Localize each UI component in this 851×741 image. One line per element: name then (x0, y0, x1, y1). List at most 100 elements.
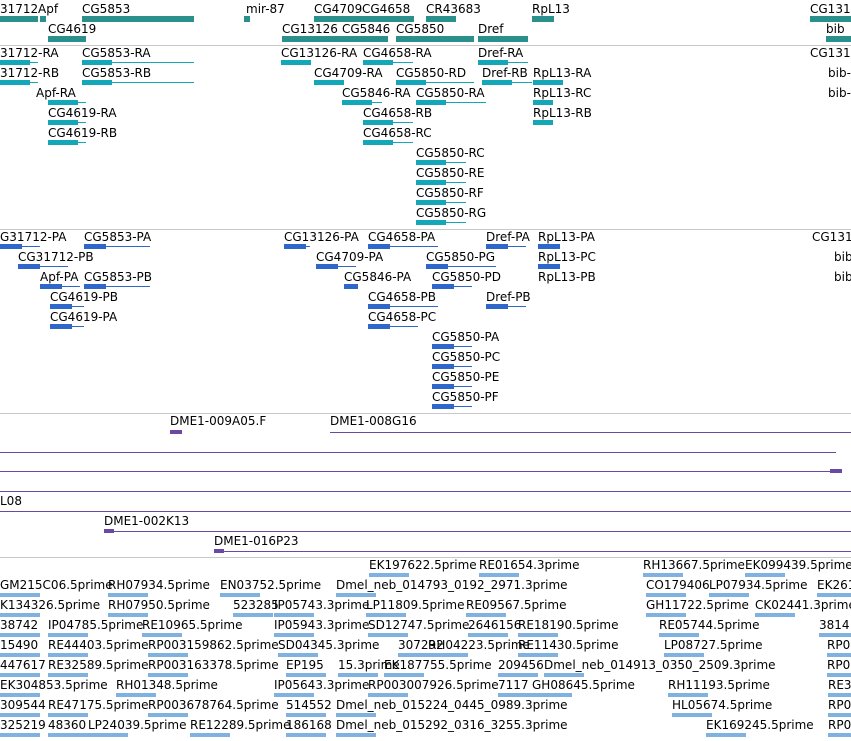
feature-label[interactable]: 2646156 (468, 618, 522, 632)
protein-exon[interactable] (432, 384, 454, 389)
est-glyph[interactable] (274, 613, 314, 617)
feature-label[interactable]: GH11722.5prime (646, 598, 749, 612)
feature-label[interactable]: 309544 (0, 698, 46, 712)
protein-exon[interactable] (284, 244, 306, 249)
protein-line[interactable] (84, 286, 150, 287)
protein-exon[interactable] (50, 324, 72, 329)
transcript-exon[interactable] (416, 180, 446, 185)
est-glyph[interactable] (368, 693, 408, 697)
clone-line[interactable] (0, 471, 836, 472)
est-glyph[interactable] (745, 573, 785, 577)
est-glyph[interactable] (828, 713, 851, 717)
feature-label[interactable]: CK02441.3prime (755, 598, 851, 612)
feature-label[interactable]: EP195 (286, 658, 324, 672)
feature-label[interactable]: CG5853-PB (84, 270, 153, 284)
feature-label[interactable]: RE05744.5prime (659, 618, 760, 632)
est-glyph[interactable] (48, 653, 88, 657)
feature-label[interactable]: K134326.5prime (0, 598, 101, 612)
feature-label[interactable]: CR43683 (426, 2, 481, 16)
feature-label[interactable]: CG4658-PA (368, 230, 436, 244)
feature-label[interactable]: 186168 (286, 718, 332, 732)
feature-label[interactable]: RP0 (827, 658, 851, 672)
est-glyph[interactable] (48, 713, 88, 717)
est-glyph[interactable] (48, 733, 88, 737)
protein-exon[interactable] (40, 284, 62, 289)
est-glyph[interactable] (116, 693, 156, 697)
est-glyph[interactable] (286, 713, 326, 717)
feature-label[interactable]: RP003007926.5prime (368, 678, 499, 692)
feature-label[interactable]: RP003159862.5prime (148, 638, 279, 652)
est-glyph[interactable] (828, 733, 851, 737)
protein-exon[interactable] (538, 244, 560, 249)
feature-label[interactable]: CG4658-PB (368, 290, 437, 304)
feature-label[interactable]: Dref-PB (486, 290, 531, 304)
clone-glyph[interactable] (830, 469, 842, 473)
feature-label[interactable]: 38742 (0, 618, 39, 632)
feature-label[interactable]: RpL13-PB (538, 270, 596, 284)
feature-label[interactable]: CO179406 (646, 578, 710, 592)
feature-label[interactable]: RE01654.3prime (479, 558, 580, 572)
gene-glyph[interactable] (342, 36, 388, 42)
transcript-exon[interactable] (48, 100, 78, 105)
est-glyph[interactable] (498, 693, 538, 697)
transcript-exon[interactable] (533, 120, 553, 125)
est-glyph[interactable] (48, 673, 88, 677)
feature-label[interactable]: RP003163378.5prime (148, 658, 279, 672)
protein-line[interactable] (18, 266, 68, 267)
feature-label[interactable]: EK187755.5prime (384, 658, 492, 672)
gene-glyph[interactable] (826, 36, 851, 42)
est-glyph[interactable] (0, 733, 40, 737)
feature-label[interactable]: EK304853.5prime (0, 678, 108, 692)
feature-label[interactable]: CG5853-PA (84, 230, 152, 244)
feature-label[interactable]: CG4658-RC (363, 126, 432, 140)
transcript-exon[interactable] (416, 200, 446, 205)
protein-line[interactable] (368, 246, 438, 247)
feature-label[interactable]: Dref-RB (482, 66, 528, 80)
feature-label[interactable]: RP0 (828, 698, 851, 712)
gene-glyph[interactable] (82, 16, 194, 22)
feature-label[interactable]: bib- (828, 86, 851, 100)
protein-exon[interactable] (316, 264, 338, 269)
feature-label[interactable]: CG131 (812, 230, 851, 244)
feature-label[interactable]: SD04345.3prime (278, 638, 380, 652)
feature-label[interactable]: CG5850-RA (416, 86, 485, 100)
transcript-exon[interactable] (314, 80, 344, 85)
feature-label[interactable]: GM215C06.5prime (0, 578, 113, 592)
protein-exon[interactable] (18, 264, 40, 269)
feature-label[interactable]: RE32589.5prime (48, 658, 149, 672)
est-glyph[interactable] (518, 633, 558, 637)
transcript-exon[interactable] (82, 80, 112, 85)
feature-label[interactable]: CG4619-PA (50, 310, 118, 324)
protein-exon[interactable] (368, 244, 390, 249)
transcript-line[interactable] (82, 62, 194, 63)
feature-label[interactable]: CG5846 (342, 22, 391, 36)
protein-exon[interactable] (432, 344, 454, 349)
feature-label[interactable]: 307292 (398, 638, 444, 652)
feature-label[interactable]: CG5850-PG (426, 250, 496, 264)
est-glyph[interactable] (544, 673, 584, 677)
est-glyph[interactable] (0, 633, 40, 637)
gene-glyph[interactable] (396, 36, 474, 42)
feature-label[interactable]: IP05943.3prime (274, 618, 370, 632)
feature-label[interactable]: RE11430.5prime (518, 638, 619, 652)
feature-label[interactable]: LP07934.5prime (709, 578, 808, 592)
feature-label[interactable]: DME1-016P23 (214, 534, 299, 548)
est-glyph[interactable] (706, 733, 746, 737)
feature-label[interactable]: 31712 (0, 2, 39, 16)
est-glyph[interactable] (466, 613, 506, 617)
feature-label[interactable]: RpL13-RC (533, 86, 592, 100)
protein-line[interactable] (368, 306, 438, 307)
est-glyph[interactable] (336, 593, 376, 597)
protein-exon[interactable] (486, 244, 508, 249)
feature-label[interactable]: 31712-RB (0, 66, 60, 80)
est-glyph[interactable] (148, 653, 188, 657)
feature-label[interactable]: 325219 (0, 718, 46, 732)
feature-label[interactable]: RH11193.5prime (668, 678, 770, 692)
feature-label[interactable]: RE47175.5prime (48, 698, 149, 712)
est-glyph[interactable] (498, 673, 538, 677)
feature-label[interactable]: Dmel_neb_014913_0350_2509.3prime (544, 658, 776, 672)
est-glyph[interactable] (643, 573, 683, 577)
est-glyph[interactable] (817, 593, 851, 597)
feature-label[interactable]: CG4619-PB (50, 290, 119, 304)
feature-label[interactable]: 447617 (0, 658, 46, 672)
